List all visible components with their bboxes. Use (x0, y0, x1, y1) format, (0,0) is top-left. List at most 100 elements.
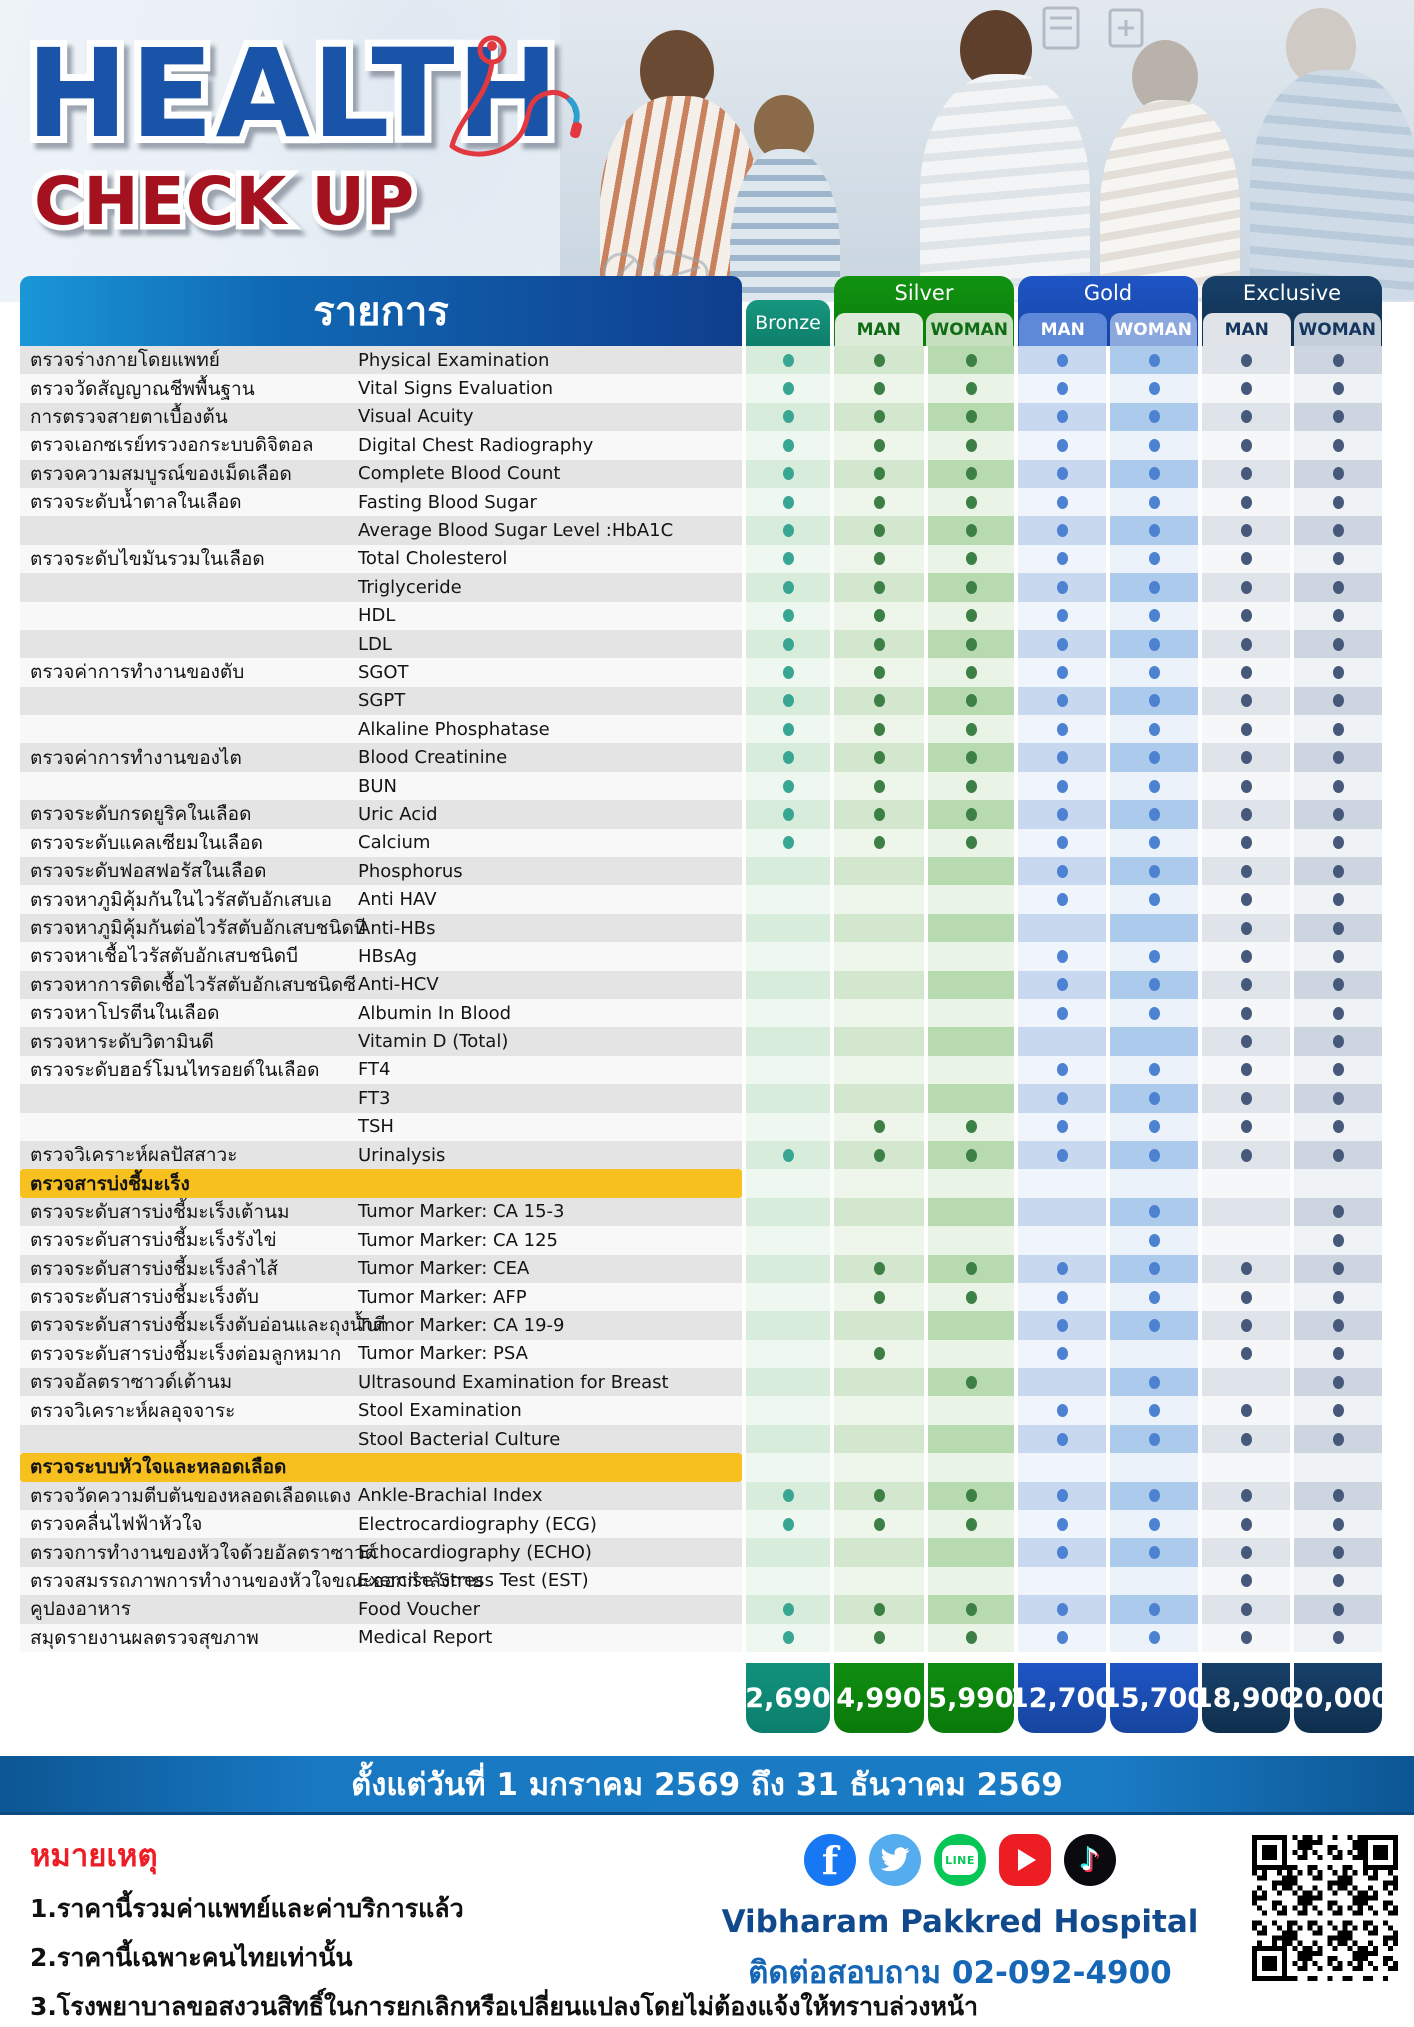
package-cell-bronze (746, 402, 830, 432)
package-cell-exclusive_man (1202, 1282, 1290, 1312)
youtube-icon[interactable] (999, 1834, 1051, 1886)
package-cell-silver_man (834, 1169, 924, 1198)
included-dot (965, 495, 977, 509)
table-row: Average Blood Sugar Level :HbA1C (20, 516, 1382, 545)
included-dot (1148, 467, 1160, 481)
table-row: ตรวจเอกซเรย์ทรวงอกระบบดิจิตอล Digital Che… (20, 431, 1382, 460)
package-cell-exclusive_woman (1294, 1453, 1382, 1482)
item-cell: ตรวจระดับฟอสฟอรัสในเลือด Phosphorus (20, 857, 742, 886)
package-cell-gold_woman (1110, 743, 1198, 772)
included-dot (1240, 779, 1252, 793)
included-dot (1056, 1517, 1068, 1531)
included-dot (1240, 893, 1252, 907)
included-dot (782, 382, 794, 396)
package-cell-bronze (746, 771, 830, 801)
package-cell-silver_woman (928, 1368, 1014, 1397)
item-name-thai: ตรวจระดับฟอสฟอรัสในเลือด (30, 860, 267, 883)
included-dot (1240, 864, 1252, 878)
package-cell-gold_woman (1110, 1169, 1198, 1198)
included-dot (1148, 864, 1160, 878)
package-cell-exclusive_man (1202, 1396, 1290, 1425)
item-name-english: Blood Creatinine (358, 747, 508, 769)
package-cell-gold_man (1018, 431, 1106, 460)
included-dot (1056, 949, 1068, 963)
package-cell-silver_woman (928, 431, 1014, 460)
included-dot (1056, 1489, 1068, 1503)
item-name-thai: สมุดรายงานผลตรวจสุขภาพ (30, 1626, 259, 1649)
item-cell: ตรวจค่าการทำงานของไต Blood Creatinine (20, 743, 742, 772)
package-cell-exclusive_woman (1294, 402, 1382, 432)
package-cell-gold_man (1018, 1055, 1106, 1085)
package-cell-exclusive_man (1202, 1481, 1290, 1511)
package-cell-silver_man (834, 346, 924, 375)
item-name-english: SGOT (358, 661, 409, 683)
package-cell-bronze (746, 1254, 830, 1283)
item-name-thai: ตรวจค่าการทำงานของตับ (30, 661, 245, 684)
package-cell-silver_man (834, 970, 924, 999)
included-dot (1056, 1063, 1068, 1077)
package-cell-silver_woman (928, 1339, 1014, 1369)
package-cell-bronze (746, 1424, 830, 1454)
package-cell-gold_man (1018, 1311, 1106, 1340)
included-dot (873, 694, 885, 708)
package-cell-silver_woman (928, 1169, 1014, 1198)
package-cell-gold_woman (1110, 771, 1198, 801)
package-cell-silver_man (834, 1027, 924, 1056)
table-row: ตรวจระดับสารบ่งชี้มะเร็งตับอ่อนและถุงน้ำ… (20, 1311, 1382, 1340)
item-name-english: Albumin In Blood (358, 1002, 512, 1024)
included-dot (1240, 1602, 1252, 1616)
package-cell-gold_woman (1110, 346, 1198, 375)
package-cell-silver_man (834, 1424, 924, 1454)
item-name-thai: ตรวจหาระดับวิตามินดี (30, 1030, 214, 1053)
included-dot (1148, 580, 1160, 594)
package-cell-exclusive_woman (1294, 1254, 1382, 1283)
package-cell-bronze (746, 885, 830, 914)
table-row: ตรวจระดับสารบ่งชี้มะเร็งตับ Tumor Marker:… (20, 1282, 1382, 1312)
hospital-name: Vibharam Pakkred Hospital (721, 1904, 1199, 1940)
package-tab-bronze[interactable]: Bronze (746, 300, 830, 346)
package-tab-gold[interactable]: Gold MAN WOMAN (1018, 276, 1198, 346)
included-dot (873, 467, 885, 481)
package-cell-silver_man (834, 1226, 924, 1255)
included-dot (1056, 524, 1068, 538)
table-row: ตรวจระดับกรดยูริคในเลือด Uric Acid (20, 800, 1382, 829)
package-cell-exclusive_man (1202, 516, 1290, 545)
included-dot (1148, 1205, 1160, 1219)
included-dot (1240, 580, 1252, 594)
package-cell-exclusive_man (1202, 1566, 1290, 1596)
line-icon[interactable]: LINE (934, 1834, 986, 1886)
included-dot (1148, 665, 1160, 679)
package-tab-exclusive[interactable]: Exclusive MAN WOMAN (1202, 276, 1382, 346)
package-cell-gold_woman (1110, 1566, 1198, 1596)
table-row: Triglyceride (20, 573, 1382, 602)
twitter-icon[interactable] (869, 1834, 921, 1886)
included-dot (1148, 524, 1160, 538)
qr-code[interactable] (1250, 1828, 1400, 1988)
included-dot (1332, 495, 1344, 509)
package-cell-silver_woman (928, 1254, 1014, 1283)
price-gold_woman: 15,700 (1102, 1663, 1206, 1733)
package-cell-silver_man (834, 1368, 924, 1397)
package-cell-bronze (746, 459, 830, 488)
table-row: ตรวจระดับสารบ่งชี้มะเร็งเต้านม Tumor Mark… (20, 1197, 1382, 1227)
package-cell-silver_man (834, 1566, 924, 1596)
package-tab-silver[interactable]: Silver MAN WOMAN (834, 276, 1014, 346)
package-cell-silver_man (834, 885, 924, 914)
package-cell-exclusive_man (1202, 1055, 1290, 1085)
package-cell-gold_man (1018, 1368, 1106, 1397)
included-dot (1148, 1233, 1160, 1247)
package-cell-gold_woman (1110, 885, 1198, 914)
item-name-thai: ตรวจเอกซเรย์ทรวงอกระบบดิจิตอล (30, 434, 314, 457)
included-dot (1240, 609, 1252, 623)
item-cell: ตรวจหาโปรตีนในเลือด Albumin In Blood (20, 998, 742, 1028)
item-cell: ตรวจระดับฮอร์โมนไทรอยด์ในเลือด FT4 (20, 1055, 742, 1085)
exclusive-woman-subheader: WOMAN (1293, 313, 1381, 346)
included-dot (1332, 665, 1344, 679)
included-dot (1332, 1205, 1344, 1219)
item-name-thai: ตรวจสมรรถภาพการทำงานของหัวใจขณะออกกำลังก… (30, 1569, 484, 1592)
tiktok-icon[interactable]: ♪ (1064, 1834, 1116, 1886)
table-row: ตรวจวิเคราะห์ผลอุจจาระ Stool Examination (20, 1396, 1382, 1425)
facebook-icon[interactable]: f (804, 1834, 856, 1886)
package-cell-gold_man (1018, 487, 1106, 517)
package-cell-exclusive_man (1202, 1311, 1290, 1340)
